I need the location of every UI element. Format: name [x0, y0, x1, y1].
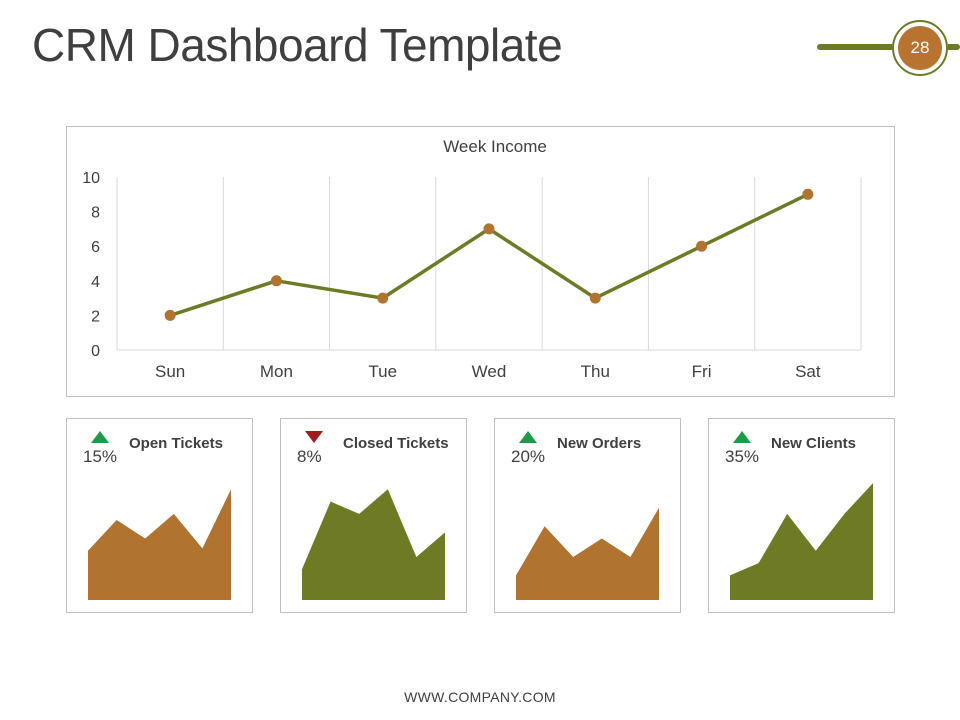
- week-income-svg: Week Income 0 2 4 6 8 10 Sun Mon Tue Wed Thu Fri Sat: [82, 137, 862, 381]
- kpi-percent: 8%: [297, 447, 322, 466]
- kpi-card-open-tickets: Open Tickets 15%: [66, 418, 253, 613]
- page-title: CRM Dashboard Template: [32, 19, 563, 71]
- closed-tickets-area-chart: [302, 489, 445, 600]
- open-tickets-area-chart: [88, 489, 231, 600]
- data-point: [483, 223, 495, 235]
- data-point: [377, 292, 389, 304]
- data-point: [270, 275, 282, 287]
- trend-up-arrow-icon: [733, 431, 751, 443]
- kpi-card-new-clients: New Clients 35%: [708, 418, 895, 613]
- x-tick-label: Mon: [260, 362, 293, 381]
- y-tick-label: 2: [91, 308, 100, 325]
- x-tick-label: Fri: [692, 362, 712, 381]
- area-series: [730, 483, 873, 600]
- kpi-percent: 15%: [83, 447, 118, 466]
- y-tick-label: 8: [91, 205, 100, 222]
- kpi-card-closed-tickets: Closed Tickets 8%: [280, 418, 467, 613]
- area-series: [88, 489, 231, 600]
- data-point: [696, 240, 708, 252]
- x-tick-label: Wed: [472, 362, 507, 381]
- area-series: [302, 489, 445, 600]
- footer-url: WWW.COMPANY.COM: [404, 689, 556, 705]
- area-series: [516, 507, 659, 600]
- kpi-label: New Clients: [771, 435, 857, 452]
- kpi-label: Open Tickets: [129, 435, 223, 452]
- y-tick-label: 6: [91, 239, 100, 256]
- trend-down-arrow-icon: [305, 431, 323, 443]
- new-orders-area-chart: [516, 507, 659, 600]
- chart-title: Week Income: [443, 137, 547, 156]
- kpi-label: New Orders: [557, 435, 642, 452]
- series-line: [169, 192, 809, 318]
- x-tick-label: Sat: [795, 362, 821, 381]
- data-point: [589, 292, 601, 304]
- kpi-label: Closed Tickets: [343, 435, 449, 452]
- page-number-badge: 28: [892, 20, 948, 76]
- kpi-percent: 20%: [511, 447, 546, 466]
- new-clients-area-chart: [730, 483, 873, 600]
- y-tick-label: 10: [82, 170, 100, 187]
- y-tick-label: 0: [91, 343, 100, 360]
- x-tick-label: Thu: [581, 362, 610, 381]
- trend-up-arrow-icon: [519, 431, 537, 443]
- week-income-chart: Week Income 0 2 4 6 8 10 Sun Mon Tue Wed Thu Fri Sat: [66, 126, 895, 397]
- x-tick-label: Tue: [368, 362, 397, 381]
- data-point: [802, 188, 814, 200]
- x-tick-label: Sun: [155, 362, 185, 381]
- kpi-percent: 35%: [725, 447, 760, 466]
- page-number: 28: [898, 26, 942, 70]
- y-tick-label: 4: [91, 274, 100, 291]
- data-point: [164, 309, 176, 321]
- trend-up-arrow-icon: [91, 431, 109, 443]
- header-accent-line: [817, 44, 960, 50]
- kpi-card-new-orders: New Orders 20%: [494, 418, 681, 613]
